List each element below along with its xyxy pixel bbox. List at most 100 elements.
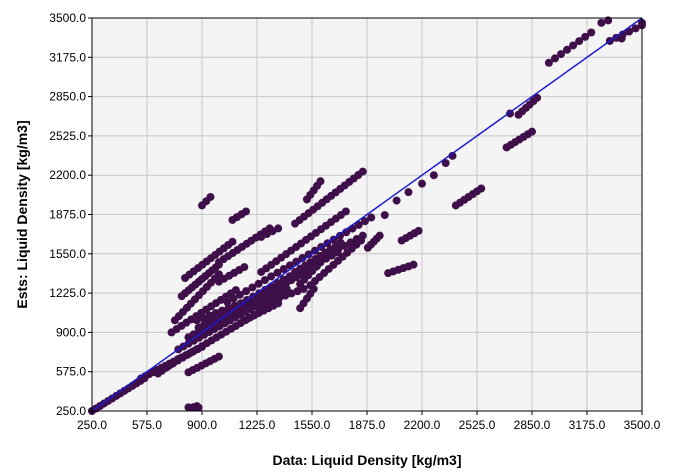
data-point <box>275 293 284 302</box>
data-point <box>569 41 578 50</box>
data-point <box>260 276 269 285</box>
y-tick-label: 3175.0 <box>49 50 86 64</box>
data-point <box>477 184 486 193</box>
data-point <box>316 177 325 186</box>
data-point <box>218 306 227 315</box>
data-point <box>254 279 263 288</box>
x-tick-label: 2200.0 <box>404 418 441 432</box>
data-point <box>557 50 566 59</box>
data-point <box>228 237 237 246</box>
data-point <box>269 296 278 305</box>
data-point <box>357 236 366 245</box>
data-point <box>392 196 401 205</box>
x-tick-label: 1875.0 <box>349 418 386 432</box>
data-point <box>409 260 418 269</box>
data-point <box>441 159 450 168</box>
data-point <box>367 213 376 222</box>
y-tick-label: 2200.0 <box>49 168 86 182</box>
data-point <box>199 313 208 322</box>
data-point <box>550 54 559 63</box>
data-point <box>429 171 438 180</box>
data-point <box>224 304 233 313</box>
data-point <box>418 179 426 188</box>
y-tick-label: 900.0 <box>56 325 86 339</box>
data-point <box>174 355 183 364</box>
y-tick-label: 2525.0 <box>49 129 86 143</box>
y-tick-label: 3500.0 <box>49 11 86 25</box>
data-point <box>354 220 363 229</box>
data-point <box>299 284 308 293</box>
y-axis-title: Ests: Liquid Density [kg/m3] <box>14 120 30 308</box>
y-tick-label: 575.0 <box>56 365 86 379</box>
x-tick-label: 1225.0 <box>239 418 276 432</box>
y-tick-label: 2850.0 <box>49 90 86 104</box>
data-point <box>581 32 590 41</box>
data-point <box>533 93 542 102</box>
x-axis-title: Data: Liquid Density [kg/m3] <box>272 452 461 468</box>
data-point <box>414 226 423 235</box>
y-tick-label: 1225.0 <box>49 286 86 300</box>
data-point <box>257 300 266 309</box>
data-point <box>279 275 288 284</box>
y-axis-ticks: 250.0 575.0 900.0 1225.0 1550.0 1875.0 2200.0 2… <box>49 11 92 418</box>
data-points <box>88 16 646 415</box>
data-point <box>563 45 572 54</box>
data-point <box>336 238 345 247</box>
x-tick-label: 250.0 <box>77 418 107 432</box>
data-point <box>240 263 249 272</box>
data-point <box>287 289 296 298</box>
data-point <box>231 286 240 295</box>
x-axis-ticks: 250.0 575.0 900.0 1225.0 1550.0 1875.0 2200.0 2… <box>77 411 661 432</box>
x-tick-label: 2525.0 <box>459 418 496 432</box>
data-point <box>528 127 536 136</box>
data-point <box>575 37 584 46</box>
data-point <box>285 272 294 281</box>
data-point <box>404 188 413 197</box>
data-point <box>544 58 553 67</box>
data-point <box>375 231 384 240</box>
data-point <box>192 316 201 325</box>
data-point <box>448 151 457 160</box>
parity-line <box>91 17 643 412</box>
data-point <box>267 272 276 281</box>
x-tick-label: 3175.0 <box>569 418 606 432</box>
x-tick-label: 1550.0 <box>294 418 331 432</box>
data-point <box>279 265 288 274</box>
data-point <box>380 211 389 220</box>
data-point <box>273 268 282 277</box>
data-point <box>316 258 325 267</box>
data-point <box>293 287 302 296</box>
data-point <box>205 311 214 320</box>
x-tick-label: 900.0 <box>187 418 217 432</box>
data-point <box>255 289 264 298</box>
data-point <box>273 279 282 288</box>
y-tick-label: 250.0 <box>56 404 86 418</box>
data-point <box>597 18 606 27</box>
data-point <box>194 403 203 412</box>
data-point <box>335 231 344 240</box>
data-point <box>274 224 283 233</box>
data-point <box>360 217 369 226</box>
data-point <box>341 207 350 216</box>
data-point <box>263 298 272 307</box>
data-point <box>358 167 367 176</box>
x-tick-label: 2850.0 <box>514 418 551 432</box>
data-point <box>206 192 215 201</box>
data-point <box>625 27 634 36</box>
data-point <box>242 207 250 216</box>
data-point <box>211 309 220 318</box>
x-tick-label: 3500.0 <box>624 418 661 432</box>
data-point <box>304 250 313 259</box>
data-point <box>281 291 290 300</box>
data-point <box>248 283 257 292</box>
data-point <box>242 287 251 296</box>
y-tick-label: 1875.0 <box>49 208 86 222</box>
data-point <box>214 352 223 361</box>
data-point <box>617 34 626 43</box>
data-point <box>587 28 596 37</box>
x-tick-label: 575.0 <box>132 418 162 432</box>
data-point <box>631 24 640 33</box>
y-tick-label: 1550.0 <box>49 247 86 261</box>
